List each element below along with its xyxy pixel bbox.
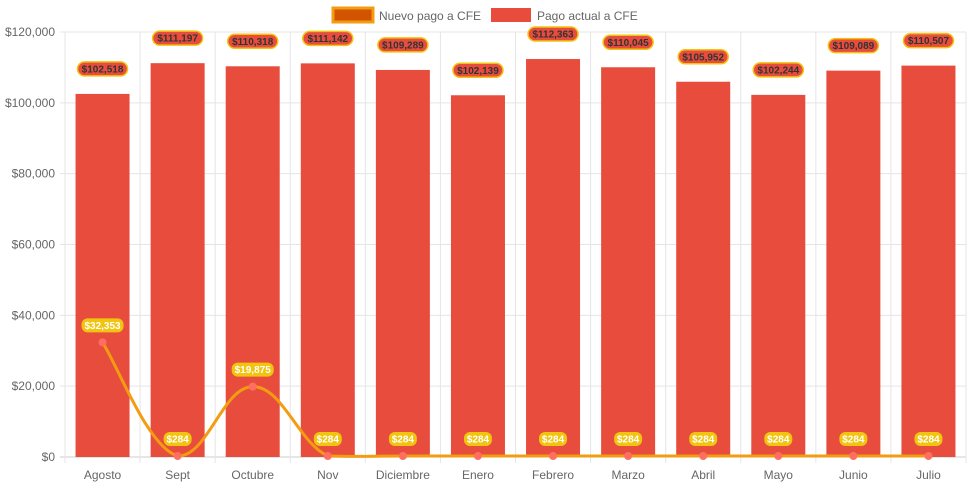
line-data-label: $19,875 (235, 365, 272, 376)
bar (75, 93, 130, 458)
legend-item-nuevo-pago[interactable]: Nuevo pago a CFE (331, 6, 481, 24)
bar (901, 65, 956, 458)
bar (300, 63, 355, 458)
x-tick-label: Junio (839, 468, 868, 482)
bar-data-label: $102,518 (82, 64, 124, 75)
bar (150, 63, 205, 457)
y-tick-label: $100,000 (5, 96, 55, 110)
x-tick-label: Julio (916, 468, 941, 482)
x-tick-label: Diciembre (376, 468, 430, 482)
bar-data-label-bg (752, 62, 805, 78)
line-data-label-bg (81, 318, 124, 333)
x-tick-label: Nov (317, 468, 338, 482)
bar-data-label-bg (76, 61, 129, 77)
line-point (473, 451, 482, 460)
line-data-label-bg (539, 431, 568, 446)
bar (450, 95, 505, 458)
bar-data-label: $110,507 (908, 36, 950, 47)
bar-data-label-bg (452, 62, 504, 79)
line-data-label: $284 (767, 434, 790, 445)
line-data-label-bg (313, 431, 342, 446)
line-point (248, 382, 257, 391)
line-data-label-bg (388, 431, 417, 446)
line-data-label-bg (764, 431, 793, 446)
y-tick-label: $60,000 (12, 238, 56, 252)
bar-data-label: $109,289 (382, 40, 424, 51)
bar-data-label: $102,244 (757, 65, 799, 76)
line-point (98, 338, 107, 347)
line-point (924, 451, 933, 460)
bar-data-label-bg (677, 49, 729, 65)
line-data-label: $284 (542, 434, 565, 445)
bar (601, 67, 656, 457)
bar-data-label-bg (902, 32, 955, 49)
line-data-label-bg (463, 431, 492, 446)
line-data-label: $284 (392, 434, 415, 445)
bar-data-label-bg (377, 37, 429, 53)
x-tick-label: Febrero (532, 468, 574, 482)
bar-data-label-bg (527, 26, 579, 42)
bar (826, 70, 881, 457)
line-data-label: $284 (917, 434, 940, 445)
line-data-label: $284 (842, 434, 865, 445)
bar-data-label: $110,045 (608, 38, 650, 49)
line-data-label-bg (839, 431, 868, 446)
y-tick-label: $20,000 (12, 379, 56, 393)
line-point (323, 451, 332, 460)
line-data-label-bg (914, 431, 943, 446)
line-point (849, 451, 858, 460)
line-point (774, 451, 783, 460)
y-tick-label: $80,000 (12, 167, 56, 181)
legend-label: Nuevo pago a CFE (379, 9, 481, 23)
line-point (699, 451, 708, 460)
line-point (398, 451, 407, 460)
legend-label: Pago actual a CFE (537, 9, 638, 23)
bar-data-label: $102,139 (457, 66, 499, 77)
line-data-label: $284 (467, 434, 490, 445)
bar-data-label-bg (302, 30, 354, 47)
line-data-label-bg (614, 431, 643, 446)
bar (526, 59, 581, 458)
bar-data-label-bg (151, 30, 204, 46)
y-tick-label: $40,000 (12, 308, 56, 322)
line-data-label: $284 (617, 434, 640, 445)
bar-data-label: $110,318 (232, 37, 274, 48)
legend-swatch-bar (491, 8, 531, 22)
bar-data-label-bg (226, 33, 279, 50)
line-data-label-bg (689, 431, 718, 446)
line-point (173, 451, 182, 460)
line-data-label: $32,353 (84, 321, 121, 332)
x-tick-label: Marzo (611, 468, 645, 482)
legend-item-pago-actual[interactable]: Pago actual a CFE (491, 8, 638, 23)
line-data-label: $284 (692, 434, 715, 445)
bar (375, 69, 430, 458)
line-data-label-bg (231, 362, 274, 377)
bar-data-label-bg (827, 37, 880, 54)
bar-data-label: $112,363 (532, 30, 574, 41)
bar-data-label: $111,142 (307, 34, 348, 45)
x-tick-label: Abril (691, 468, 715, 482)
line-point (549, 451, 558, 460)
legend: Nuevo pago a CFE Pago actual a CFE (331, 6, 638, 24)
bar-data-label: $105,952 (682, 52, 724, 63)
x-tick-label: Enero (462, 468, 494, 482)
bar (676, 81, 731, 458)
x-tick-label: Agosto (84, 468, 122, 482)
bar-data-label-bg (602, 34, 654, 51)
bar (751, 94, 806, 457)
y-tick-label: $120,000 (5, 25, 55, 39)
bar-data-label: $109,089 (833, 41, 875, 52)
bar-data-label: $111,197 (157, 34, 198, 45)
line-point (624, 451, 633, 460)
line-data-label: $284 (317, 434, 340, 445)
line-data-label-bg (163, 431, 192, 446)
line-data-label: $284 (167, 434, 190, 445)
y-tick-label: $0 (42, 450, 56, 464)
x-tick-label: Sept (165, 468, 190, 482)
x-tick-label: Octubre (231, 468, 274, 482)
x-tick-label: Mayo (764, 468, 794, 482)
legend-swatch-line (331, 6, 375, 24)
